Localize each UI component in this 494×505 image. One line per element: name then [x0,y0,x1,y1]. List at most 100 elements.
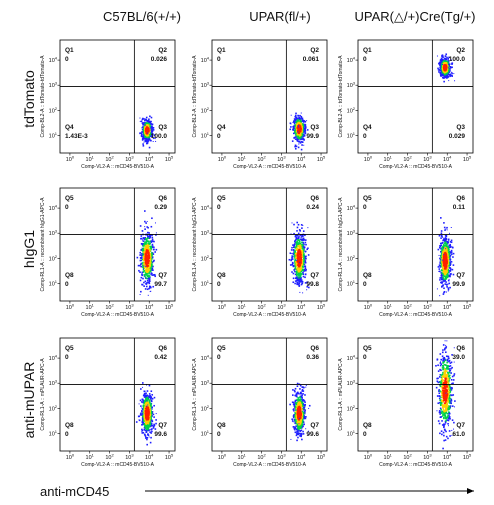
event-dot [446,268,449,270]
event-dot [449,362,452,364]
event-dot [138,403,140,405]
event-dot [297,237,300,240]
event-dot [300,224,303,226]
event-dot [297,131,299,133]
event-dot [438,61,440,63]
event-dot [300,234,302,237]
event-dot [444,368,446,371]
event-dot [442,263,444,265]
event-dot [143,141,145,143]
event-dot [293,401,295,404]
event-dot [297,418,300,420]
event-dot [299,230,301,232]
event-dot [302,273,305,276]
event-dot [308,283,310,285]
event-dot [141,247,143,249]
event-dot [443,367,445,370]
event-dot [448,430,451,432]
event-dot [304,273,307,276]
event-dot [292,421,294,423]
event-dot [442,368,445,371]
event-dot [293,246,295,248]
event-dot [291,263,294,266]
event-dot [298,239,301,241]
event-dot [443,253,445,255]
event-dot [301,234,304,236]
event-dot [301,280,304,283]
event-dot [301,243,303,246]
event-dot [439,402,442,405]
event-dot [452,273,455,276]
event-dot [444,73,446,76]
event-dot [435,364,437,367]
event-dot [440,217,442,219]
event-dot [452,252,455,255]
event-dot [438,270,441,273]
event-dot [293,126,295,128]
x-axis-label: Comp-VL2-A :: mCD45-BV510-A [379,164,452,170]
event-dot [150,130,153,132]
event-dot [142,277,144,280]
event-dot [440,430,443,432]
event-dot [437,266,440,268]
event-dot [294,431,297,434]
event-dot [451,66,453,69]
event-dot [151,217,153,220]
event-dot [299,426,302,428]
event-dot [294,273,297,276]
event-dot [145,116,148,119]
event-dot [298,261,301,263]
event-dot [299,393,301,395]
event-dot [145,399,147,402]
x-tick-label: 100 [364,303,373,312]
event-dot [447,288,450,291]
event-dot [442,238,445,240]
event-cloud [436,217,455,297]
y-tick-label: 104 [201,204,210,213]
event-dot [441,276,443,279]
event-dot [143,122,146,125]
event-dot [297,232,300,235]
event-dot [297,276,300,278]
y-tick-label: 104 [49,204,58,213]
event-dot [295,112,297,115]
event-dot [139,294,141,296]
event-dot [296,118,299,120]
event-dot [142,237,145,240]
event-dot [144,425,146,428]
x-tick-label: 101 [384,155,393,164]
event-dot [305,268,307,271]
event-dot [150,273,152,275]
event-dot [439,257,441,260]
event-dot [445,271,448,273]
event-dot [149,268,152,270]
event-dot [143,393,146,395]
event-dot [304,403,307,406]
event-dot [142,411,145,413]
event-dot [296,273,299,276]
event-dot [444,429,446,432]
event-dot [439,399,441,401]
quadrant-percent: 0.36 [306,354,319,361]
event-dot [293,389,296,392]
event-dot [147,404,149,406]
event-dot [303,243,305,246]
event-dot [149,267,151,269]
event-dot [308,407,310,409]
x-tick-label: 103 [277,155,286,164]
event-dot [301,137,303,139]
event-dot [444,267,447,269]
event-dot [449,270,451,272]
event-dot [454,400,456,402]
event-dot [148,271,150,274]
event-dot [151,408,153,410]
event-dot [443,280,445,283]
event-dot [146,400,148,402]
event-dot [147,253,150,256]
event-dot [297,125,299,127]
event-dot [439,362,442,364]
event-dot [442,379,445,381]
event-dot [298,284,301,287]
event-dot [444,359,447,362]
